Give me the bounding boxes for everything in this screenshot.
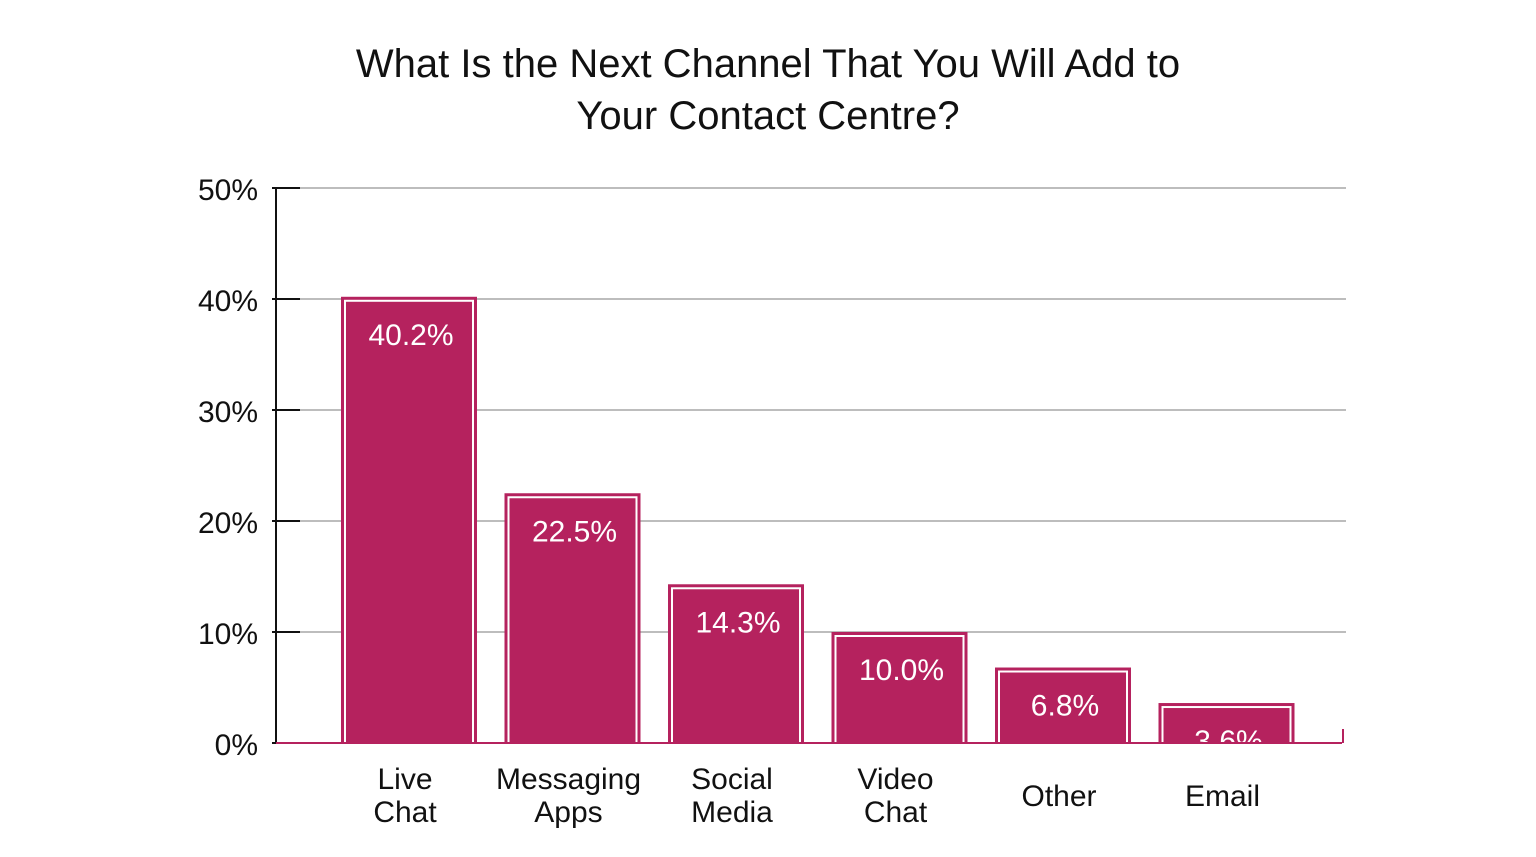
data-label: 22.5% [532,515,617,548]
y-tick-label: 40% [198,285,258,318]
data-label: 3.6% [1194,725,1262,758]
x-category-label: Live [377,763,432,796]
y-tick-label: 0% [215,729,258,762]
chart-title-line-1: What Is the Next Channel That You Will A… [355,42,1181,86]
y-tick-label: 20% [198,507,258,540]
y-tick-label: 30% [198,396,258,429]
bar [668,584,804,743]
x-category-label: Media [691,796,773,829]
bar [341,296,477,743]
x-category-label: Video [857,763,933,796]
bar [831,632,968,743]
bar [1158,703,1295,743]
chart-title-line-2: Your Contact Centre? [576,94,960,138]
data-label: 14.3% [695,606,780,639]
data-label: 40.2% [368,319,453,352]
bar [504,493,641,743]
y-tick-label: 10% [198,618,258,651]
x-category-label: Chat [373,796,437,829]
data-label: 10.0% [859,654,944,687]
data-label: 6.8% [1031,690,1099,723]
x-category-label: Social [691,763,773,796]
x-category-label: Messaging [496,763,641,796]
x-category-label: Chat [864,796,928,829]
x-category-label: Apps [534,796,602,829]
x-category-label: Email [1185,780,1260,813]
chart-title: What Is the Next Channel That You Will A… [0,38,1536,142]
bar [995,667,1131,743]
y-tick-label: 50% [198,174,258,207]
x-category-label: Other [1021,780,1096,813]
